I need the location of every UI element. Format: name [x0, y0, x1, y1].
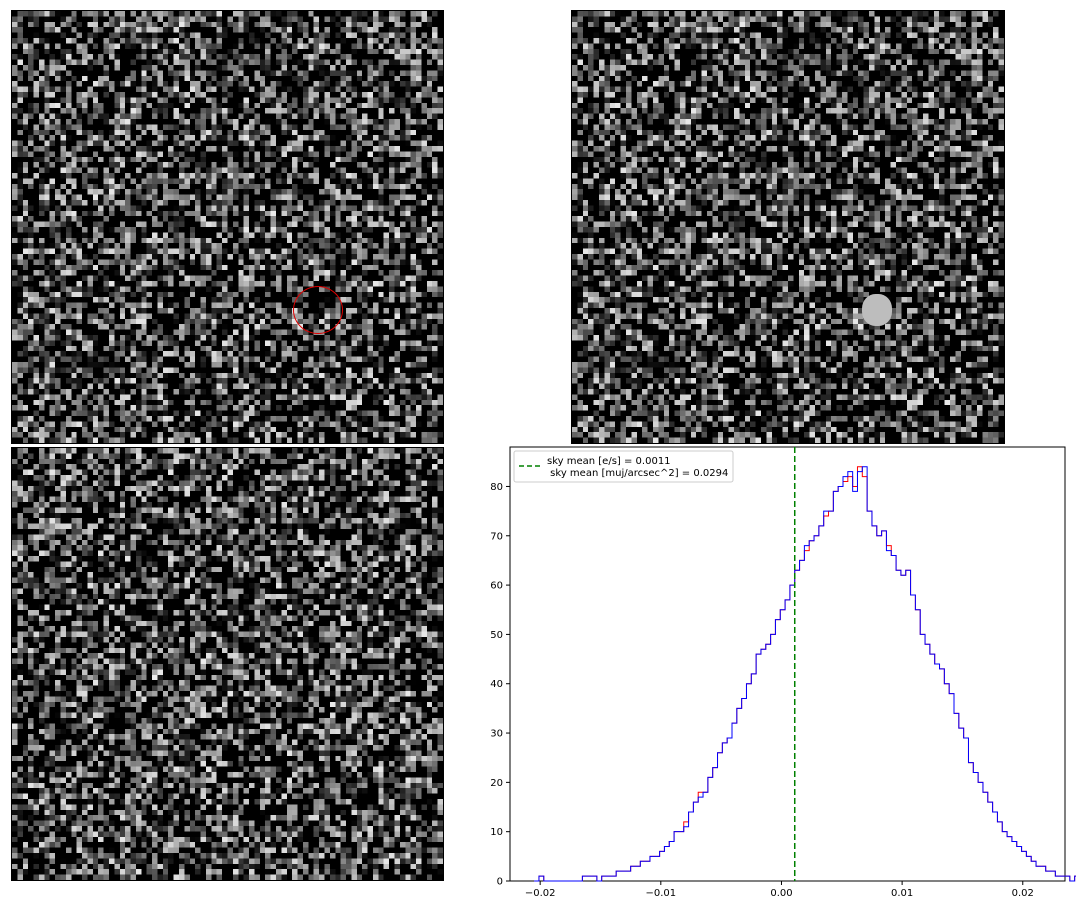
- y-tick-label: 20: [490, 778, 503, 789]
- noise-image-masked: [572, 11, 1004, 443]
- y-tick-label: 0: [497, 877, 503, 888]
- histogram-step-1: [534, 466, 1076, 882]
- masked-image-panel: [571, 10, 1005, 444]
- x-tick-label: 0.00: [770, 888, 792, 899]
- x-tick-label: 0.01: [891, 888, 913, 899]
- noise-image-residual: [12, 448, 443, 880]
- y-tick-label: 50: [490, 630, 503, 641]
- legend-line1: sky mean [e/s] = 0.0011: [547, 456, 671, 467]
- residual-image-panel: [11, 447, 444, 881]
- x-tick-label: −0.01: [645, 888, 676, 899]
- masked-source: [862, 294, 892, 326]
- y-tick-label: 70: [490, 531, 503, 542]
- noise-image: [12, 11, 443, 443]
- x-axis: −0.02 −0.01 0.00 0.01 0.02: [525, 881, 1034, 899]
- legend: sky mean [e/s] = 0.0011 sky mean [muj/ar…: [513, 450, 734, 483]
- x-tick-label: −0.02: [525, 888, 556, 899]
- source-aperture-circle: [293, 286, 343, 334]
- x-tick-label: 0.02: [1012, 888, 1034, 899]
- plot-area: [509, 446, 1066, 882]
- original-image-panel: 1: [11, 10, 444, 444]
- y-tick-label: 30: [490, 729, 503, 740]
- y-tick-label: 80: [490, 482, 503, 493]
- legend-line2: sky mean [muj/arcsec^2] = 0.0294: [547, 468, 728, 479]
- y-tick-label: 60: [490, 581, 503, 592]
- source-aperture-label: 1: [314, 304, 321, 315]
- y-tick-label: 40: [490, 679, 503, 690]
- y-axis: 0 10 20 30 40 50 60 70 80: [490, 482, 510, 888]
- y-tick-label: 10: [490, 827, 503, 838]
